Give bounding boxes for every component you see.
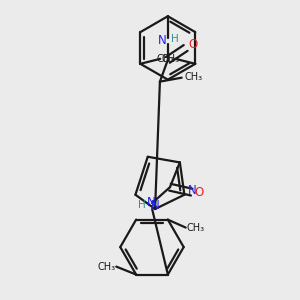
Text: N: N	[188, 184, 197, 197]
Text: N: N	[158, 34, 166, 46]
Text: O: O	[188, 38, 197, 52]
Text: CH₃: CH₃	[187, 223, 205, 232]
Text: N: N	[147, 196, 155, 208]
Text: CH₃: CH₃	[157, 54, 175, 64]
Text: H: H	[138, 200, 146, 210]
Text: O: O	[194, 186, 203, 199]
Text: H: H	[171, 34, 178, 44]
Text: CH₃: CH₃	[184, 72, 203, 82]
Text: CH₃: CH₃	[97, 262, 116, 272]
Text: N: N	[151, 199, 160, 212]
Text: CH₃: CH₃	[161, 54, 179, 64]
